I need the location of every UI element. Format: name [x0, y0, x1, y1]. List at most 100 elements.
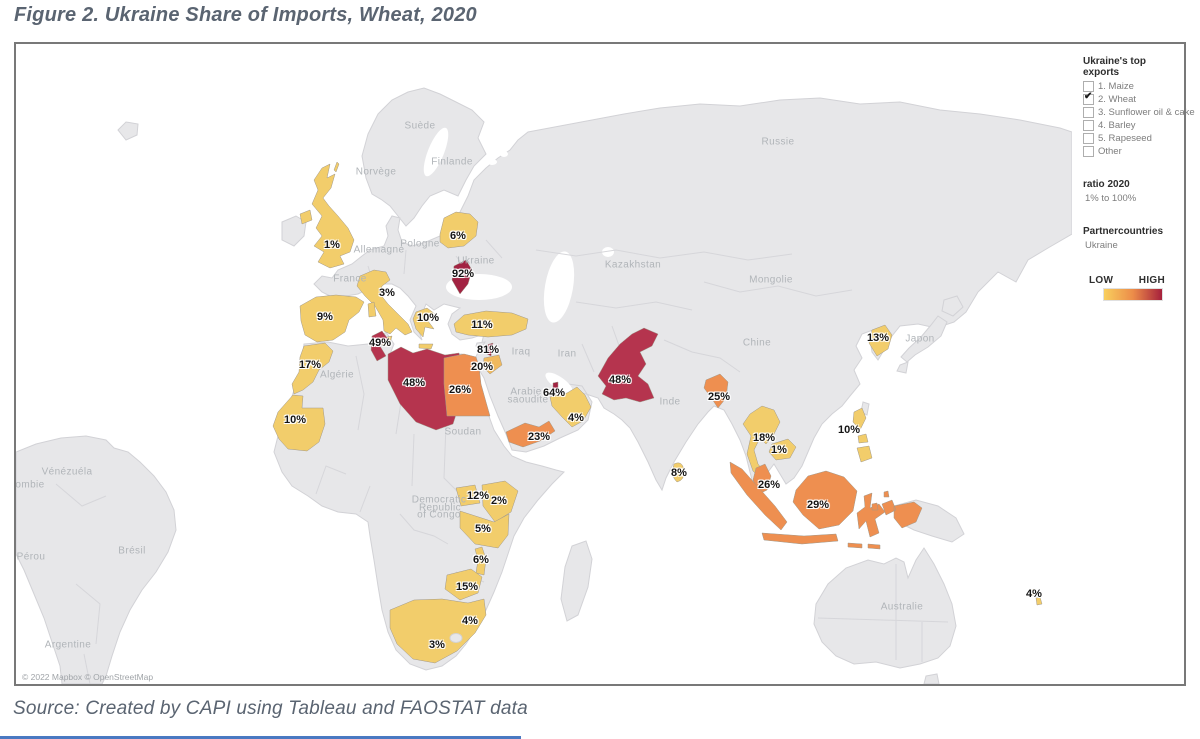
country-shape-yemen[interactable] — [505, 420, 556, 448]
country-shape-kenya[interactable] — [481, 480, 519, 523]
legend-high-label: HIGH — [1138, 275, 1165, 286]
ratio-title: ratio 2020 — [1083, 179, 1130, 190]
country-shape-mauritania[interactable] — [272, 394, 326, 452]
land-australia — [813, 547, 957, 669]
land-cyprus — [475, 341, 486, 348]
country-shape-sumatra[interactable] — [729, 461, 788, 531]
country-shape-lesser-sunda-2[interactable] — [867, 543, 881, 550]
country-shape-belarus[interactable] — [439, 211, 479, 249]
country-shape-shetland[interactable] — [333, 161, 340, 173]
country-shape-sulawesi[interactable] — [856, 492, 886, 538]
land-tasmania — [923, 673, 940, 684]
country-shape-java[interactable] — [761, 532, 839, 545]
map-panel: 1% 6% 92% 3% 9% 10% 11% 49% 17% 10% 48% 26% 81% 20% 64… — [14, 42, 1195, 686]
country-shape-malawi[interactable] — [474, 546, 487, 576]
source-caption: Source: Created by CAPI using Tableau an… — [13, 698, 528, 719]
caspian-sea — [543, 251, 575, 323]
legend-low-label: LOW — [1089, 275, 1114, 286]
land-eurasia — [313, 97, 1072, 504]
lake-onega — [500, 151, 508, 157]
country-shape-northern-ireland[interactable] — [299, 209, 313, 225]
export-filter--barley[interactable]: 4. Barley — [1083, 120, 1178, 131]
country-shape-united-kingdom[interactable] — [311, 163, 355, 269]
country-marks — [272, 161, 1043, 664]
unchecked-checkbox-icon[interactable] — [1083, 120, 1094, 131]
figure-title: Figure 2. Ukraine Share of Imports, Whea… — [14, 4, 477, 26]
world-map[interactable]: 1% 6% 92% 3% 9% 10% 11% 49% 17% 10% 48% 26% 81% 20% 64… — [16, 44, 1073, 684]
unchecked-checkbox-icon[interactable] — [1083, 133, 1094, 144]
export-filter--rapeseed[interactable]: 5. Rapeseed — [1083, 133, 1178, 144]
country-shape-borneo[interactable] — [792, 470, 858, 530]
export-filter-label: Other — [1098, 146, 1122, 157]
persian-gulf — [545, 372, 573, 394]
country-shape-south-africa[interactable] — [389, 598, 487, 664]
country-shape-thailand[interactable] — [742, 405, 781, 481]
land-ireland — [281, 215, 307, 247]
unchecked-checkbox-icon[interactable] — [1083, 81, 1094, 92]
country-shape-west-papua[interactable] — [881, 499, 923, 529]
country-shape-crete[interactable] — [418, 343, 434, 350]
country-shape-spain[interactable] — [299, 294, 365, 343]
country-shape-vanuatu[interactable] — [1029, 588, 1043, 606]
country-shape-zimbabwe[interactable] — [444, 568, 483, 601]
export-filter--sunflower-oil-cake[interactable]: 3. Sunflower oil & cake — [1083, 107, 1195, 118]
unchecked-checkbox-icon[interactable] — [1083, 146, 1094, 157]
country-shape-moldova[interactable] — [451, 259, 473, 295]
country-shape-italy[interactable] — [356, 269, 413, 336]
country-shape-sardinia[interactable] — [367, 301, 377, 318]
country-shape-egypt[interactable] — [443, 353, 491, 417]
country-shape-turkey[interactable] — [453, 310, 529, 338]
country-shape-mindanao[interactable] — [856, 445, 873, 463]
checked-checkbox-icon[interactable]: ✔ — [1083, 92, 1094, 105]
gradient-labels: LOW HIGH — [1089, 275, 1165, 286]
partner-value: Ukraine — [1085, 240, 1118, 251]
export-filter-label: 1. Maize — [1098, 81, 1134, 92]
country-shape-tunisia[interactable] — [370, 330, 389, 362]
export-filter--wheat[interactable]: ✔ 2. Wheat — [1083, 92, 1178, 105]
seas — [423, 127, 614, 394]
country-shape-morocco[interactable] — [291, 342, 334, 395]
export-filter-label: 3. Sunflower oil & cake — [1098, 107, 1195, 118]
legend-exports-title: Ukraine's top exports — [1083, 56, 1146, 78]
base-landmasses — [16, 87, 1072, 684]
country-shape-visayas[interactable] — [857, 433, 869, 444]
country-shape-lesser-sunda-1[interactable] — [847, 542, 863, 549]
export-filter-label: 5. Rapeseed — [1098, 133, 1152, 144]
partner-title: Partnercountries — [1083, 226, 1164, 237]
legend-panel: Ukraine's top exports 1. Maize ✔ 2. Wheat 3… — [1072, 44, 1195, 684]
land-iceland — [117, 121, 139, 141]
country-shape-pakistan[interactable] — [597, 327, 659, 403]
ratio-value: 1% to 100% — [1085, 193, 1137, 204]
export-filter-label: 2. Wheat — [1098, 94, 1137, 105]
export-filter-label: 4. Barley — [1098, 120, 1136, 131]
unchecked-checkbox-icon[interactable] — [1083, 107, 1094, 118]
color-gradient-bar — [1103, 288, 1163, 301]
country-shape-luzon[interactable] — [852, 407, 867, 431]
export-filter-other[interactable]: Other — [1083, 146, 1178, 157]
exports-list: 1. Maize ✔ 2. Wheat 3. Sunflower oil & cake… — [1083, 81, 1195, 157]
land-south-america — [16, 435, 177, 684]
export-filter--maize[interactable]: 1. Maize — [1083, 81, 1178, 92]
country-shape-bangladesh[interactable] — [703, 373, 729, 409]
land-japan-kyushu — [896, 361, 909, 374]
country-shape-south-korea[interactable] — [868, 324, 893, 357]
country-shape-uganda[interactable] — [455, 484, 481, 507]
country-shape-qatar[interactable] — [552, 381, 559, 393]
country-shape-lebanon[interactable] — [484, 342, 494, 357]
country-shape-cambodia[interactable] — [768, 438, 797, 461]
country-shape-oman[interactable] — [549, 386, 592, 428]
country-shape-jordan[interactable] — [482, 354, 503, 375]
country-shape-sri-lanka[interactable] — [672, 462, 685, 483]
country-shape-tanzania[interactable] — [459, 510, 510, 549]
land-lesotho — [449, 633, 463, 643]
aral-sea — [602, 247, 614, 257]
bottom-blue-line — [0, 736, 521, 739]
land-madagascar — [560, 540, 593, 622]
lake-ladoga — [487, 159, 497, 165]
land-scandinavia — [361, 87, 487, 227]
land-japan-hokkaido — [941, 295, 964, 317]
gulf-of-bothnia — [423, 127, 449, 177]
country-shape-maluku[interactable] — [871, 490, 890, 511]
country-shape-greece[interactable] — [412, 307, 436, 338]
